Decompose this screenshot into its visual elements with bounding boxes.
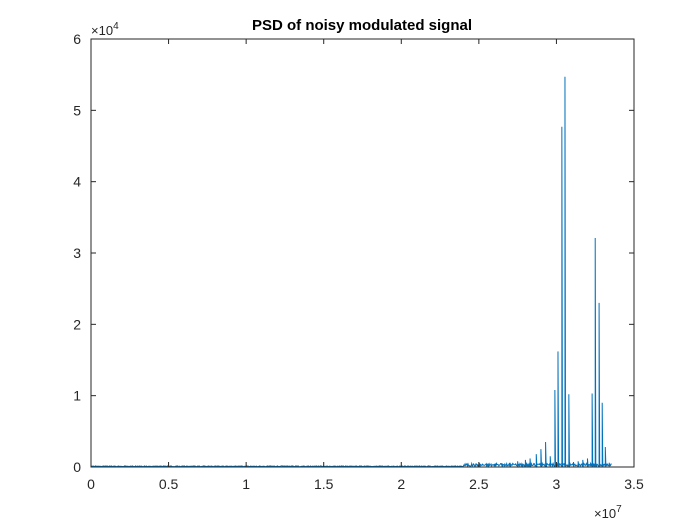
x-tick-label: 2.5	[469, 476, 489, 492]
y-axis-exponent: ×104	[91, 21, 119, 38]
y-tick-label: 4	[73, 174, 81, 190]
y-tick-label: 3	[73, 245, 81, 261]
y-tick-label: 0	[73, 459, 81, 475]
x-axis-exponent: ×107	[594, 504, 622, 521]
x-tick-label: 3.5	[624, 476, 644, 492]
x-tick-label: 1	[242, 476, 250, 492]
y-tick-label: 5	[73, 102, 81, 118]
x-tick-label: 0.5	[159, 476, 179, 492]
y-tick-label: 2	[73, 316, 81, 332]
chart-title: PSD of noisy modulated signal	[252, 17, 472, 34]
psd-series-line	[90, 76, 612, 469]
y-tick-label: 6	[73, 31, 81, 47]
x-tick-label: 2	[397, 476, 405, 492]
y-axis-exponent-power: 4	[113, 21, 119, 32]
x-axis-exponent-power: 7	[616, 504, 622, 515]
x-tick-label: 3	[553, 476, 561, 492]
x-tick-label: 0	[87, 476, 95, 492]
plot-area-frame	[90, 38, 635, 468]
x-tick-label: 1.5	[314, 476, 334, 492]
y-tick-label: 1	[73, 388, 81, 404]
